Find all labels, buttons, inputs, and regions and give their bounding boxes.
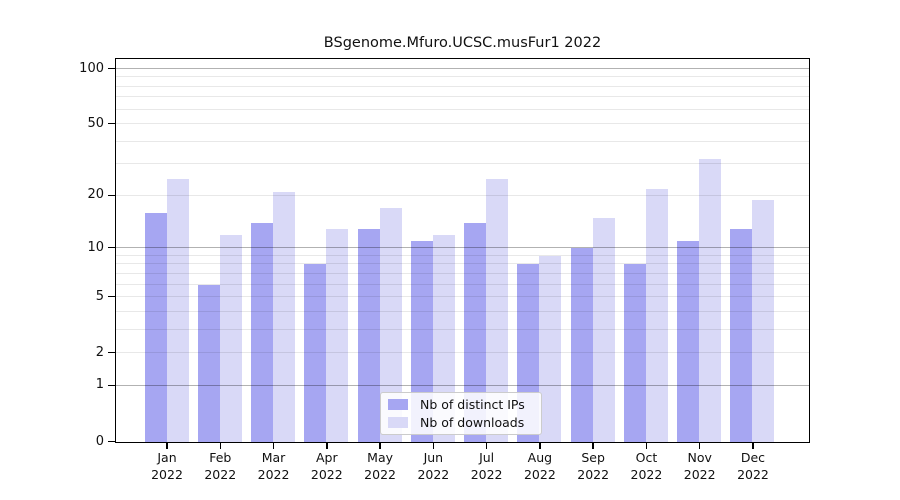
bar-distinct-ips <box>570 248 593 442</box>
y-axis-tick <box>108 295 115 298</box>
plot-area <box>115 58 810 443</box>
bar-downloads <box>326 228 349 442</box>
legend-label-downloads: Nb of downloads <box>420 414 525 430</box>
x-axis-tick <box>539 443 541 449</box>
x-axis-tick <box>592 443 594 449</box>
x-axis-tick <box>219 443 222 449</box>
bar-distinct-ips <box>730 228 753 442</box>
y-axis-tick <box>108 194 115 197</box>
x-tick-label: Jul 2022 <box>470 450 503 482</box>
x-tick-label: May 2022 <box>364 450 396 482</box>
bar-distinct-ips <box>144 213 167 442</box>
x-axis-tick <box>698 443 701 449</box>
bar-distinct-ips <box>304 264 327 442</box>
x-tick-label: Feb 2022 <box>204 450 237 482</box>
x-axis-tick <box>432 443 435 449</box>
x-axis-tick <box>645 443 648 449</box>
x-tick-label: Aug 2022 <box>523 450 556 482</box>
x-axis-tick <box>485 443 488 449</box>
bar-distinct-ips <box>410 241 433 442</box>
x-tick-label: Jun 2022 <box>417 450 450 482</box>
major-gridline <box>116 247 809 249</box>
bar-downloads <box>273 192 296 442</box>
minor-gridline <box>116 352 809 354</box>
major-gridline <box>116 384 809 386</box>
y-tick-label: 0 <box>95 433 104 449</box>
x-tick-label: Mar 2022 <box>257 450 290 482</box>
minor-gridline <box>116 108 809 110</box>
x-tick-label: Nov 2022 <box>683 450 716 482</box>
y-axis-tick <box>108 384 115 387</box>
bar-downloads <box>592 217 615 442</box>
legend-swatch-distinct-ips <box>388 399 408 411</box>
x-tick-label: Apr 2022 <box>310 450 343 482</box>
bar-downloads <box>432 234 455 442</box>
bar-downloads <box>699 159 722 442</box>
legend: Nb of distinct IPs Nb of downloads <box>380 392 542 435</box>
x-tick-label: Dec 2022 <box>737 450 769 482</box>
y-axis-tick <box>108 122 115 125</box>
legend-item-distinct-ips: Nb of distinct IPs <box>388 397 534 412</box>
minor-gridline <box>116 123 809 125</box>
minor-gridline <box>116 296 809 298</box>
x-tick-label: Jan 2022 <box>151 450 183 482</box>
bar-distinct-ips <box>677 241 700 442</box>
y-tick-label: 50 <box>87 115 104 131</box>
bar-distinct-ips <box>251 223 274 442</box>
x-tick-label: Oct 2022 <box>630 450 663 482</box>
bar-downloads <box>645 188 668 442</box>
minor-gridline <box>116 194 809 196</box>
y-tick-label: 1 <box>95 377 104 393</box>
minor-gridline <box>116 76 809 78</box>
bar-distinct-ips <box>623 264 646 442</box>
y-axis-tick <box>108 246 115 249</box>
y-tick-label: 20 <box>87 187 104 203</box>
minor-gridline <box>116 163 809 165</box>
x-axis-tick <box>272 443 275 449</box>
x-axis-tick <box>166 443 168 449</box>
x-axis-tick <box>752 443 754 449</box>
bar-distinct-ips <box>197 284 220 442</box>
x-axis-tick <box>379 443 381 449</box>
minor-gridline <box>116 328 809 330</box>
legend-label-distinct-ips: Nb of distinct IPs <box>420 397 525 413</box>
y-axis-tick <box>108 351 115 354</box>
bar-downloads <box>486 178 509 442</box>
major-gridline <box>116 68 809 69</box>
minor-gridline <box>116 310 809 312</box>
y-axis-tick <box>108 67 115 70</box>
minor-gridline <box>116 96 809 98</box>
minor-gridline <box>116 85 809 87</box>
bar-downloads <box>379 208 402 442</box>
legend-item-downloads: Nb of downloads <box>388 415 534 430</box>
y-axis-tick <box>108 440 115 443</box>
x-tick-label: Sep 2022 <box>577 450 610 482</box>
bar-downloads <box>752 199 775 442</box>
chart-title: BSgenome.Mfuro.UCSC.musFur1 2022 <box>323 35 602 51</box>
y-tick-label: 5 <box>95 288 104 304</box>
minor-gridline <box>116 254 809 256</box>
bar-downloads <box>539 255 562 442</box>
y-tick-label: 10 <box>87 239 104 255</box>
x-axis-tick <box>326 443 328 449</box>
minor-gridline <box>116 283 809 285</box>
y-tick-label: 2 <box>95 344 104 360</box>
minor-gridline <box>116 263 809 265</box>
bar-distinct-ips <box>464 223 487 442</box>
bar-downloads <box>219 234 242 442</box>
bar-distinct-ips <box>357 228 380 442</box>
y-tick-label: 100 <box>79 60 104 76</box>
legend-swatch-downloads <box>388 416 408 428</box>
minor-gridline <box>116 272 809 274</box>
minor-gridline <box>116 140 809 142</box>
bar-downloads <box>166 178 189 442</box>
